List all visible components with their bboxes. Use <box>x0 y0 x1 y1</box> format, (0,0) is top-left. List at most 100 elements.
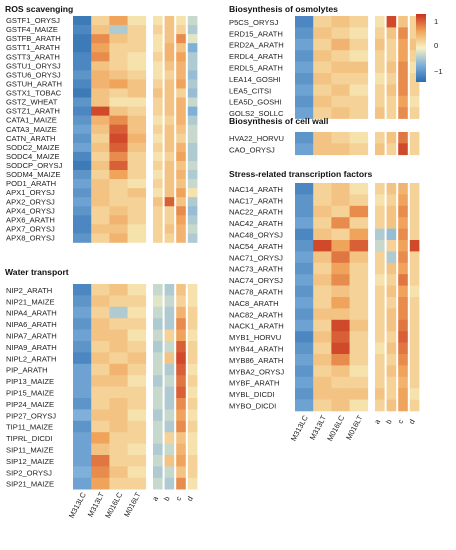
heat-cell-main-0 <box>73 206 92 216</box>
gene-label: APX8_ORYSJ <box>6 234 55 243</box>
gene-row-erdl5-arath: ERDL5_ARATH <box>229 61 420 74</box>
heat-cell-main-0 <box>295 61 314 74</box>
gene-label: NAC71_ORYSJ <box>229 253 283 262</box>
heat-cell-side-2 <box>176 233 186 243</box>
gene-label: MYBO_DICDI <box>229 401 276 410</box>
heat-cell-side-3 <box>409 38 420 51</box>
gene-label: ERDL5_ARATH <box>229 63 283 72</box>
heat-cell-main-0 <box>73 329 92 342</box>
heat-cell-side-1 <box>164 197 175 207</box>
heat-cell-side-3 <box>409 251 420 264</box>
heat-cell-main-0 <box>295 308 314 321</box>
heat-cell-side-2 <box>398 331 408 343</box>
heat-cell-side-0 <box>375 84 385 97</box>
gene-label: PIP_ARATH <box>6 366 48 375</box>
gene-label: NAC22_ARATH <box>229 208 283 217</box>
gene-row-gols2-sollc: GOLS2_SOLLC <box>229 107 420 119</box>
heat-cell-side-1 <box>386 354 397 366</box>
heat-cell-side-2 <box>398 16 408 28</box>
gene-label: SIP12_MAIZE <box>6 457 54 466</box>
heat-cell-main-3 <box>349 240 369 252</box>
heat-cell-main-3 <box>127 206 147 216</box>
heat-cell-main-0 <box>295 84 314 97</box>
heat-cell-main-1 <box>313 27 332 40</box>
heat-cell-side-1 <box>164 188 175 198</box>
heat-cell-main-1 <box>313 285 332 298</box>
gene-row-pip13-maize: PIP13_MAIZE <box>6 375 198 387</box>
heat-cell-main-0 <box>295 27 314 40</box>
heat-cell-side-1 <box>386 61 397 74</box>
heat-cell-side-0 <box>153 306 163 319</box>
heat-cell-main-2 <box>109 197 128 207</box>
heat-cell-side-3 <box>409 240 420 252</box>
heat-cell-side-0 <box>153 115 163 126</box>
gene-row-gstf4-maize: GSTF4_MAIZE <box>6 25 198 35</box>
heat-cell-main-2 <box>331 217 350 229</box>
heat-cell-main-3 <box>127 363 147 376</box>
heat-cell-side-2 <box>176 329 186 342</box>
gene-row-nac73-arath: NAC73_ARATH <box>229 262 420 275</box>
heat-cell-main-1 <box>313 143 332 156</box>
gene-label: ERDL4_ARATH <box>229 52 283 61</box>
heat-cell-main-1 <box>91 432 110 444</box>
heat-cell-main-2 <box>109 106 128 116</box>
heat-cell-main-0 <box>73 341 92 353</box>
heat-cell-side-2 <box>176 386 186 399</box>
heat-cell-main-0 <box>73 43 92 53</box>
heat-cell-side-3 <box>409 354 420 366</box>
heat-cell-main-1 <box>313 107 332 119</box>
heat-cell-side-2 <box>398 274 408 286</box>
gene-label: GOLS2_SOLLC <box>229 109 284 118</box>
heat-cell-main-0 <box>73 106 92 116</box>
heat-cell-side-3 <box>409 183 420 195</box>
gene-row-nac74-orysj: NAC74_ORYSJ <box>229 274 420 286</box>
heat-cell-main-0 <box>73 179 92 189</box>
gene-label: POD1_ARATH <box>6 179 56 188</box>
heat-cell-side-1 <box>386 50 397 62</box>
heat-cell-main-3 <box>127 329 147 342</box>
heat-cell-main-1 <box>91 466 110 479</box>
heat-cell-main-0 <box>73 61 92 71</box>
col-label-m016lt-right: M016LT <box>344 413 365 441</box>
heat-cell-side-1 <box>164 386 175 399</box>
gene-label: GSTX1_TOBAC <box>6 89 62 98</box>
heat-cell-side-3 <box>187 443 198 456</box>
heat-cell-side-0 <box>153 398 163 410</box>
heat-cell-side-2 <box>176 466 186 479</box>
heat-cell-side-0 <box>375 297 385 309</box>
heat-cell-main-1 <box>313 50 332 62</box>
heat-cell-side-3 <box>187 409 198 422</box>
heat-cell-main-1 <box>91 375 110 387</box>
heat-cell-main-0 <box>295 262 314 275</box>
gene-label: GSTF1_ORYSJ <box>6 16 60 25</box>
gene-label: NIPA9_ARATH <box>6 343 57 352</box>
heat-cell-main-1 <box>313 228 332 241</box>
gene-row-tiprl-dicdi: TIPRL_DICDI <box>6 432 198 444</box>
heat-cell-side-1 <box>386 399 397 412</box>
gene-label: HVA22_HORVU <box>229 134 284 143</box>
gene-row-sip12-maize: SIP12_MAIZE <box>6 455 198 467</box>
gene-label: MYBL_DICDI <box>229 390 275 399</box>
heat-cell-main-1 <box>91 352 110 365</box>
gene-label: SODC4_MAIZE <box>6 152 60 161</box>
heat-cell-main-0 <box>73 224 92 234</box>
heat-cell-main-1 <box>91 188 110 198</box>
heat-cell-main-2 <box>109 455 128 467</box>
heat-cell-side-1 <box>164 409 175 422</box>
gene-label: PIP15_MAIZE <box>6 388 54 397</box>
heat-cell-main-1 <box>313 38 332 51</box>
heat-cell-side-2 <box>176 97 186 107</box>
heat-cell-side-0 <box>375 308 385 321</box>
heat-cell-side-3 <box>409 274 420 286</box>
heat-cell-side-1 <box>386 73 397 85</box>
heat-cell-main-2 <box>331 16 350 28</box>
heat-cell-main-3 <box>349 194 369 207</box>
heat-cell-main-1 <box>313 308 332 321</box>
heat-cell-side-2 <box>398 73 408 85</box>
heat-cell-side-1 <box>386 194 397 207</box>
gene-label: ERD2A_ARATH <box>229 41 284 50</box>
heat-cell-side-1 <box>164 25 175 35</box>
heat-cell-side-0 <box>153 79 163 89</box>
gene-row-mybf-arath: MYBF_ARATH <box>229 376 420 389</box>
heat-cell-main-2 <box>331 399 350 412</box>
